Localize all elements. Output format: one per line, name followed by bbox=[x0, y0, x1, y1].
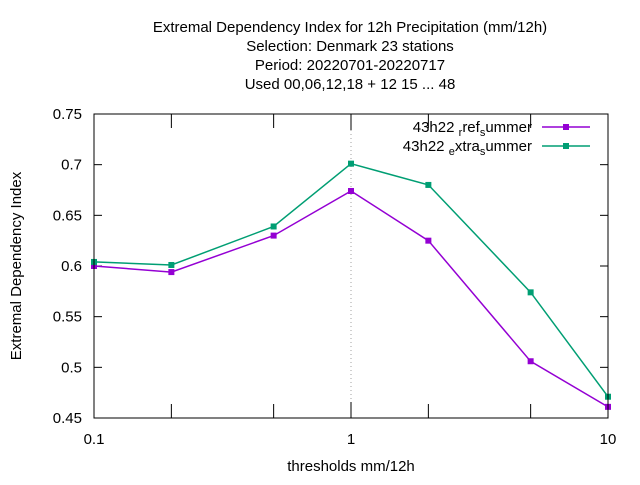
plot-frame bbox=[93, 113, 609, 419]
series-2-point bbox=[527, 289, 534, 296]
series-1-point bbox=[425, 237, 432, 244]
series-2-point bbox=[425, 181, 432, 188]
y-tick-label: 0.75 bbox=[53, 106, 82, 123]
title-line-3: Period: 20220701-20220717 bbox=[255, 57, 445, 74]
y-tick-label: 0.5 bbox=[61, 359, 82, 376]
series-1-point bbox=[270, 232, 277, 239]
series-1-point bbox=[168, 269, 175, 276]
y-tick-label: 0.55 bbox=[53, 309, 82, 326]
title-line-1: Extremal Dependency Index for 12h Precip… bbox=[153, 19, 547, 36]
legend-marker-2 bbox=[563, 143, 569, 149]
series-1-point bbox=[527, 358, 534, 365]
y-tick-label: 0.65 bbox=[53, 207, 82, 224]
title-line-2: Selection: Denmark 23 stations bbox=[246, 38, 454, 55]
x-tick-label: 0.1 bbox=[84, 431, 105, 448]
x-tick-label: 10 bbox=[600, 431, 617, 448]
legend-label-2: 43h22 extrasummer bbox=[403, 138, 532, 158]
y-tick-label: 0.6 bbox=[61, 258, 82, 275]
series-2-point bbox=[270, 223, 277, 230]
axis-ticks: 0.1 1 10 0.45 0.5 0.55 0.6 0.65 0.7 0.75 bbox=[53, 106, 617, 448]
series-2-point bbox=[168, 261, 175, 268]
legend-marker-1 bbox=[563, 124, 569, 130]
y-tick-label: 0.7 bbox=[61, 157, 82, 174]
y-axis-label: Extremal Dependency Index bbox=[8, 171, 25, 360]
y-tick-label: 0.45 bbox=[53, 410, 82, 427]
series-1-point bbox=[348, 188, 354, 195]
x-tick-label: 1 bbox=[347, 431, 355, 448]
legend-label-1: 43h22 rrefsummer bbox=[413, 119, 532, 139]
title-line-4: Used 00,06,12,18 + 12 15 ... 48 bbox=[245, 76, 456, 93]
series-2-point bbox=[348, 160, 354, 167]
x-axis-label: thresholds mm/12h bbox=[287, 458, 415, 475]
chart-title: Extremal Dependency Index for 12h Precip… bbox=[153, 19, 547, 93]
